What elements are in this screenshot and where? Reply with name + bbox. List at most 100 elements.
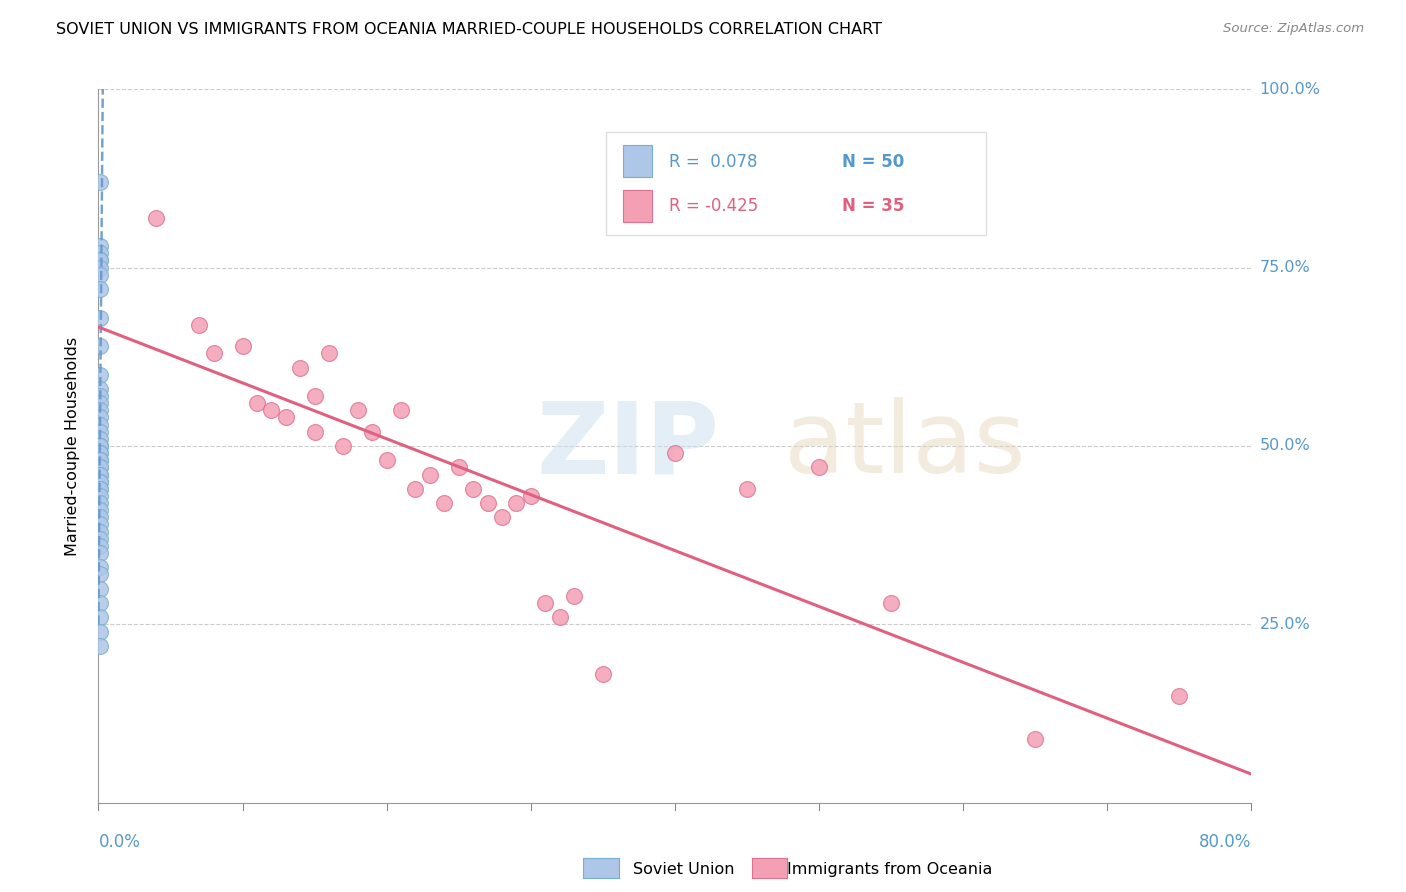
Point xyxy=(290,360,312,375)
Point xyxy=(89,624,111,639)
Point xyxy=(89,517,111,532)
Point xyxy=(89,246,111,260)
Point xyxy=(89,446,111,460)
Point xyxy=(274,410,297,425)
Point xyxy=(89,532,111,546)
Point xyxy=(89,439,111,453)
Point xyxy=(89,339,111,353)
Text: 25.0%: 25.0% xyxy=(1260,617,1310,632)
Text: N = 35: N = 35 xyxy=(842,197,904,215)
Y-axis label: Married-couple Households: Married-couple Households xyxy=(65,336,80,556)
Text: 0.0%: 0.0% xyxy=(98,833,141,851)
Point xyxy=(375,453,398,467)
Point xyxy=(405,482,427,496)
Point xyxy=(89,510,111,524)
Point xyxy=(89,453,111,467)
Point xyxy=(89,503,111,517)
Point xyxy=(89,467,111,482)
Point xyxy=(1024,731,1046,746)
Point xyxy=(89,425,111,439)
Point xyxy=(89,524,111,539)
Point xyxy=(89,389,111,403)
Point xyxy=(89,260,111,275)
Point xyxy=(89,403,111,417)
Text: 80.0%: 80.0% xyxy=(1199,833,1251,851)
Point xyxy=(89,582,111,596)
Point xyxy=(447,460,470,475)
Point xyxy=(89,489,111,503)
Point xyxy=(880,596,903,610)
Point xyxy=(188,318,211,332)
Text: Source: ZipAtlas.com: Source: ZipAtlas.com xyxy=(1223,22,1364,36)
Point xyxy=(89,368,111,382)
Point xyxy=(89,610,111,624)
Point xyxy=(89,539,111,553)
Point xyxy=(260,403,283,417)
Point xyxy=(735,482,758,496)
Point xyxy=(89,639,111,653)
Text: Immigrants from Oceania: Immigrants from Oceania xyxy=(787,863,993,877)
Point xyxy=(202,346,225,360)
Text: 75.0%: 75.0% xyxy=(1260,260,1310,275)
Text: R = -0.425: R = -0.425 xyxy=(669,197,758,215)
Point xyxy=(89,432,111,446)
Point xyxy=(89,310,111,325)
Point xyxy=(89,239,111,253)
Point xyxy=(89,475,111,489)
Text: Soviet Union: Soviet Union xyxy=(633,863,734,877)
Point xyxy=(419,467,441,482)
Point xyxy=(89,396,111,410)
Point xyxy=(807,460,830,475)
Point xyxy=(89,560,111,574)
Point xyxy=(89,460,111,475)
Point xyxy=(505,496,527,510)
Point xyxy=(89,268,111,282)
FancyBboxPatch shape xyxy=(606,132,986,235)
Point xyxy=(231,339,254,353)
Text: 50.0%: 50.0% xyxy=(1260,439,1310,453)
Point xyxy=(520,489,543,503)
Point xyxy=(346,403,368,417)
Point xyxy=(89,467,111,482)
Point xyxy=(89,482,111,496)
Text: ZIP: ZIP xyxy=(537,398,720,494)
Point xyxy=(491,510,513,524)
Point xyxy=(548,610,571,624)
Point xyxy=(534,596,557,610)
Point xyxy=(89,596,111,610)
Point xyxy=(89,175,111,189)
Text: SOVIET UNION VS IMMIGRANTS FROM OCEANIA MARRIED-COUPLE HOUSEHOLDS CORRELATION CH: SOVIET UNION VS IMMIGRANTS FROM OCEANIA … xyxy=(56,22,882,37)
Point xyxy=(1168,689,1191,703)
Point xyxy=(89,567,111,582)
Point xyxy=(89,546,111,560)
Point xyxy=(332,439,354,453)
Bar xyxy=(623,145,652,177)
Point xyxy=(246,396,269,410)
Point xyxy=(89,253,111,268)
Point xyxy=(304,389,326,403)
Point xyxy=(89,282,111,296)
Point xyxy=(562,589,585,603)
Point xyxy=(318,346,340,360)
Point xyxy=(89,460,111,475)
Point xyxy=(461,482,484,496)
Point xyxy=(89,417,111,432)
Point xyxy=(664,446,686,460)
Point xyxy=(89,410,111,425)
Point xyxy=(89,382,111,396)
Point xyxy=(592,667,614,681)
Text: N = 50: N = 50 xyxy=(842,153,904,170)
Point xyxy=(477,496,499,510)
Bar xyxy=(623,191,652,222)
Point xyxy=(89,453,111,467)
Point xyxy=(89,482,111,496)
Point xyxy=(89,439,111,453)
Point xyxy=(89,475,111,489)
Point xyxy=(433,496,456,510)
Text: 100.0%: 100.0% xyxy=(1260,82,1320,96)
Point xyxy=(361,425,384,439)
Point xyxy=(145,211,167,225)
Text: atlas: atlas xyxy=(785,398,1026,494)
Point xyxy=(89,439,111,453)
Point xyxy=(89,446,111,460)
